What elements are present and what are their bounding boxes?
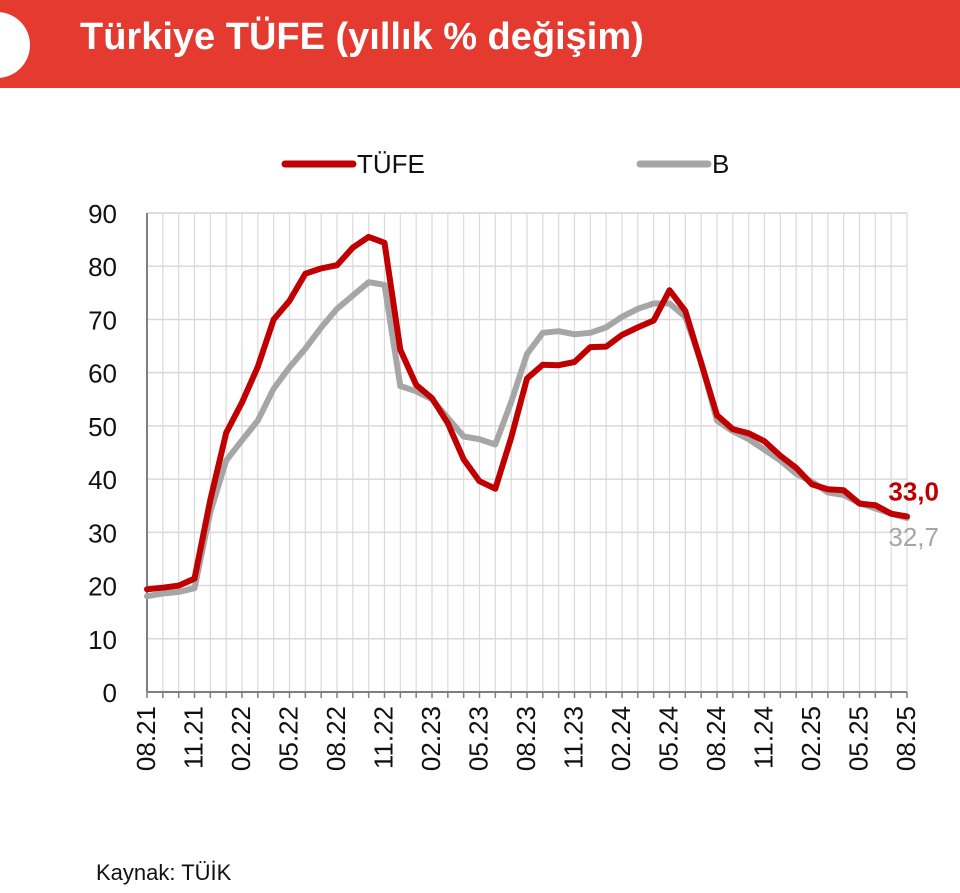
series-line-b <box>144 279 910 600</box>
line-chart: 0 10 20 30 40 50 60 70 80 90 08.21 11.21 02.22 05.22 0… <box>88 149 939 771</box>
chart-area: 0 10 20 30 40 50 60 70 80 90 08.21 11.21 02.22 05.22 0… <box>0 130 960 830</box>
end-label-b: 32,7 <box>888 522 939 552</box>
x-tick-label: 08.21 <box>131 706 161 771</box>
x-tick-label: 02.23 <box>416 706 446 771</box>
x-tick-label: 08.23 <box>511 706 541 771</box>
chart-grid <box>147 212 908 692</box>
y-tick-label: 80 <box>88 252 117 282</box>
source-note: Kaynak: TÜİK <box>96 860 232 885</box>
x-tick-label: 11.21 <box>179 706 209 769</box>
x-tick-label: 05.24 <box>654 706 684 771</box>
chart-title: Türkiye TÜFE (yıllık % değişim) <box>80 16 644 58</box>
end-label-tufe: 33,0 <box>888 476 939 506</box>
y-tick-label: 10 <box>88 625 117 655</box>
x-tick-label: 11.22 <box>369 706 399 769</box>
x-tick-label: 05.22 <box>274 706 304 771</box>
x-tick-label: 02.24 <box>606 706 636 771</box>
x-tick-label: 05.23 <box>464 706 494 771</box>
x-tick-label: 08.25 <box>891 706 921 771</box>
y-tick-label: 50 <box>88 412 117 442</box>
y-tick-label: 90 <box>88 199 117 229</box>
x-tick-label: 11.24 <box>749 706 779 769</box>
x-tick-label: 05.25 <box>844 706 874 771</box>
header-band: Türkiye TÜFE (yıllık % değişim) <box>0 0 960 88</box>
x-tick-label: 11.23 <box>559 706 589 769</box>
y-tick-label: 70 <box>88 305 117 335</box>
chart-legend: TÜFE B <box>281 149 729 179</box>
header-circle-decoration <box>0 12 30 78</box>
series-line-tufe <box>144 233 910 593</box>
y-tick-label: 20 <box>88 572 117 602</box>
chart-series <box>144 233 910 600</box>
x-tick-label: 02.22 <box>226 706 256 771</box>
chart-axes: 0 10 20 30 40 50 60 70 80 90 08.21 11.21 02.22 05.22 0… <box>88 199 921 771</box>
legend-label-tufe: TÜFE <box>357 149 425 179</box>
y-tick-label: 30 <box>88 518 117 548</box>
chart-end-labels: 33,0 32,7 <box>888 476 939 552</box>
x-tick-label: 08.22 <box>321 706 351 771</box>
y-tick-label: 0 <box>103 678 117 708</box>
y-tick-label: 60 <box>88 359 117 389</box>
legend-label-b: B <box>712 149 729 179</box>
y-tick-label: 40 <box>88 465 117 495</box>
x-tick-label: 02.25 <box>796 706 826 771</box>
x-tick-label: 08.24 <box>701 706 731 771</box>
